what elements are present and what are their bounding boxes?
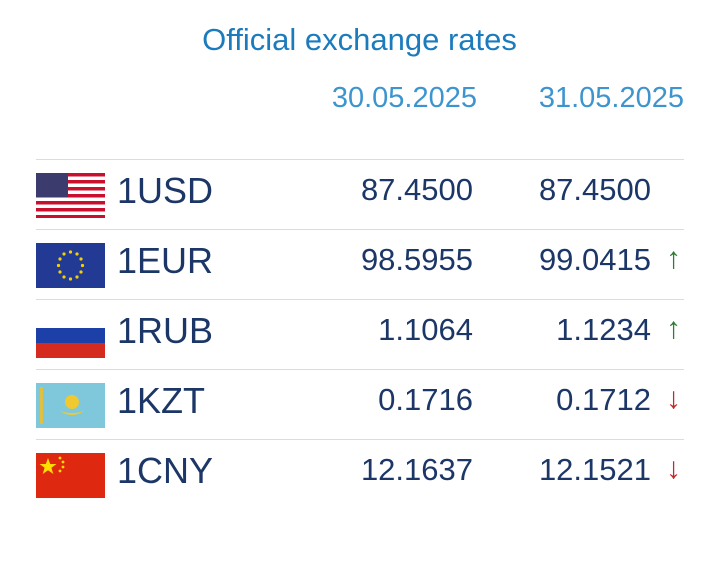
title: Official exchange rates [202,22,517,57]
flag-cn [36,453,105,498]
currency: 1CNY [117,450,214,491]
rate-row: 1CNY 12.1637 12.1521 ↓ [36,439,684,510]
trend-arrow: ↓ [666,382,681,415]
trend-arrow: ↑ [666,242,681,275]
currency: 1RUB [117,310,214,351]
rate-row: 1RUB 1.1064 1.1234 ↑ [36,299,684,370]
rate: 87.4500 [538,172,651,207]
date-header: 31.05.2025 [538,82,684,114]
date-header: 30.05.2025 [331,82,477,114]
rate-row: 1USD 87.4500 87.4500 [36,159,684,230]
currency: 1USD [117,170,214,211]
flag-us [36,173,105,218]
rate: 0.1716 [378,382,473,417]
rate: 98.5955 [360,242,473,277]
rate: 1.1234 [556,312,651,347]
flag-kz [36,383,105,428]
trend-arrow: ↑ [666,312,681,345]
rate: 87.4500 [360,172,473,207]
rate-row: 1KZT 0.1716 0.1712 ↓ [36,369,684,440]
flag-ru [36,313,105,358]
rate: 99.0415 [538,242,651,277]
currency: 1EUR [117,240,214,281]
flag-eu [36,243,105,288]
rate: 0.1712 [556,382,651,417]
rate: 12.1521 [538,452,651,487]
trend-arrow: ↓ [666,452,681,485]
rate: 1.1064 [378,312,473,347]
currency: 1KZT [117,380,206,421]
rate-row: 1EUR 98.5955 99.0415 ↑ [36,229,684,300]
rate: 12.1637 [360,452,473,487]
